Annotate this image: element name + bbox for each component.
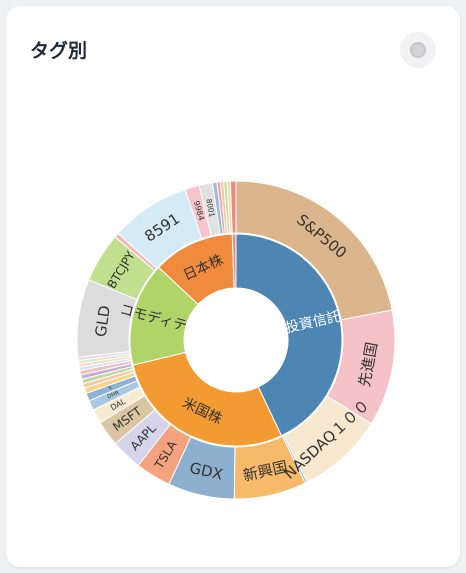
tag-chart-card: タグ別 投資信託 米国株 コモディティ 日本株 S&P500 先進国 NASDAQ１００ 新興… [6, 6, 460, 567]
card-title: タグ別 [30, 40, 88, 62]
outer-slice-item-32[interactable] [229, 180, 237, 234]
circle-menu-icon [410, 42, 426, 58]
outer-label-v: V [108, 385, 114, 392]
outer-label-gld: GLD [92, 304, 114, 338]
outer-label-8001: 8001 [204, 198, 216, 218]
outer-label-dhr: DHR [107, 390, 121, 401]
sunburst-center [184, 288, 288, 392]
chart-menu-button[interactable] [400, 32, 436, 68]
sunburst-chart: 投資信託米国株コモディティ日本株S&P500先進国NASDAQ１００新興国GDX… [76, 180, 396, 500]
